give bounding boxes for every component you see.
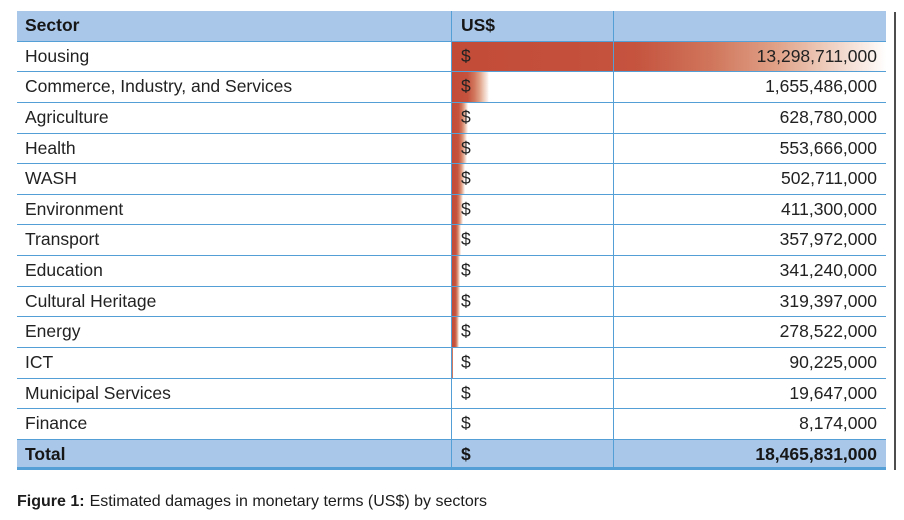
- currency-symbol-cell: $: [452, 102, 614, 133]
- table-row: Municipal Services $ 19,647,000: [17, 378, 886, 410]
- sector-cell: Agriculture: [17, 102, 452, 133]
- damage-data-bar: [452, 164, 466, 194]
- total-label: Total: [17, 439, 452, 468]
- sector-cell: Environment: [17, 194, 452, 225]
- page-edge-line: [894, 12, 896, 470]
- damage-data-bar: [452, 194, 463, 225]
- damage-data-bar: [452, 317, 459, 347]
- total-currency-symbol: $: [452, 439, 614, 468]
- sector-cell: Education: [17, 256, 452, 286]
- amount-cell: 13,298,711,000: [756, 45, 877, 66]
- table-row: Agriculture $ 628,780,000: [17, 102, 886, 134]
- sector-cell: Health: [17, 133, 452, 164]
- table-row: Energy $ 278,522,000: [17, 317, 886, 348]
- damage-data-bar: [452, 102, 469, 133]
- sector-cell: Housing: [17, 41, 452, 72]
- amount-cell: 553,666,000: [779, 137, 877, 158]
- table-row: Environment $ 411,300,000: [17, 194, 886, 226]
- table-row: Transport $ 357,972,000: [17, 225, 886, 256]
- currency-symbol-cell: $: [452, 286, 614, 317]
- damage-data-bar: [452, 225, 462, 255]
- currency-symbol-cell: $: [452, 41, 614, 72]
- table-row: Health $ 553,666,000: [17, 133, 886, 165]
- sector-cell: Commerce, Industry, and Services: [17, 72, 452, 102]
- currency-symbol-cell: $: [452, 194, 614, 225]
- table-row: Education $ 341,240,000: [17, 256, 886, 287]
- amount-cell: 1,655,486,000: [765, 76, 877, 97]
- figure-caption: Figure 1: Estimated damages in monetary t…: [17, 492, 487, 512]
- table-row: WASH $ 502,711,000: [17, 164, 886, 195]
- table-row: ICT $ 90,225,000: [17, 347, 886, 379]
- amount-cell: 411,300,000: [780, 198, 877, 219]
- currency-symbol-cell: $: [452, 225, 614, 255]
- table-row: Cultural Heritage $ 319,397,000: [17, 286, 886, 318]
- amount-cell: 502,711,000: [780, 168, 877, 189]
- table-row: Housing $ 13,298,711,000: [17, 41, 886, 73]
- sector-cell: Cultural Heritage: [17, 286, 452, 317]
- header-sector: Sector: [17, 11, 452, 41]
- damage-data-bar: [452, 347, 454, 378]
- currency-symbol-cell: $: [452, 347, 614, 378]
- amount-cell: 357,972,000: [779, 229, 877, 250]
- figure-caption-text: Estimated damages in monetary terms (US$…: [89, 493, 488, 510]
- currency-symbol-cell: $: [452, 72, 614, 102]
- sector-cell: Transport: [17, 225, 452, 255]
- currency-symbol-cell: $: [452, 378, 614, 409]
- sector-cell: ICT: [17, 347, 452, 378]
- amount-cell: 19,647,000: [789, 382, 877, 403]
- damage-data-bar: [452, 256, 461, 286]
- damage-data-bar: [452, 72, 489, 102]
- table-header-row: Sector US$: [17, 11, 886, 42]
- currency-symbol-cell: $: [452, 317, 614, 347]
- table-row: Finance $ 8,174,000: [17, 409, 886, 440]
- amount-cell: 341,240,000: [779, 260, 877, 280]
- amount-cell: 278,522,000: [779, 321, 877, 342]
- damages-table: Sector US$ Housing $ 13,298,711,000 Comm…: [17, 11, 886, 471]
- currency-symbol-cell: $: [452, 409, 614, 439]
- sector-cell: Finance: [17, 409, 452, 439]
- amount-cell: 90,225,000: [789, 351, 877, 372]
- table-body: Housing $ 13,298,711,000 Commerce, Indus…: [17, 41, 886, 440]
- currency-symbol-cell: $: [452, 164, 614, 194]
- table-row: Commerce, Industry, and Services $ 1,655…: [17, 72, 886, 103]
- currency-symbol-cell: $: [452, 256, 614, 286]
- amount-cell: 319,397,000: [779, 290, 877, 311]
- header-currency: US$: [452, 11, 614, 41]
- sector-cell: Municipal Services: [17, 378, 452, 409]
- total-amount: 18,465,831,000: [755, 443, 877, 464]
- figure-caption-label: Figure 1:: [17, 493, 85, 510]
- header-amount: [614, 11, 886, 41]
- amount-cell: 628,780,000: [779, 106, 877, 127]
- damage-data-bar: [452, 41, 886, 72]
- table-total-row: Total $ 18,465,831,000: [17, 439, 886, 471]
- damage-data-bar: [452, 133, 467, 164]
- sector-cell: Energy: [17, 317, 452, 347]
- damage-data-bar: [452, 286, 460, 317]
- currency-symbol-cell: $: [452, 133, 614, 164]
- sector-cell: WASH: [17, 164, 452, 194]
- amount-cell: 8,174,000: [799, 413, 877, 434]
